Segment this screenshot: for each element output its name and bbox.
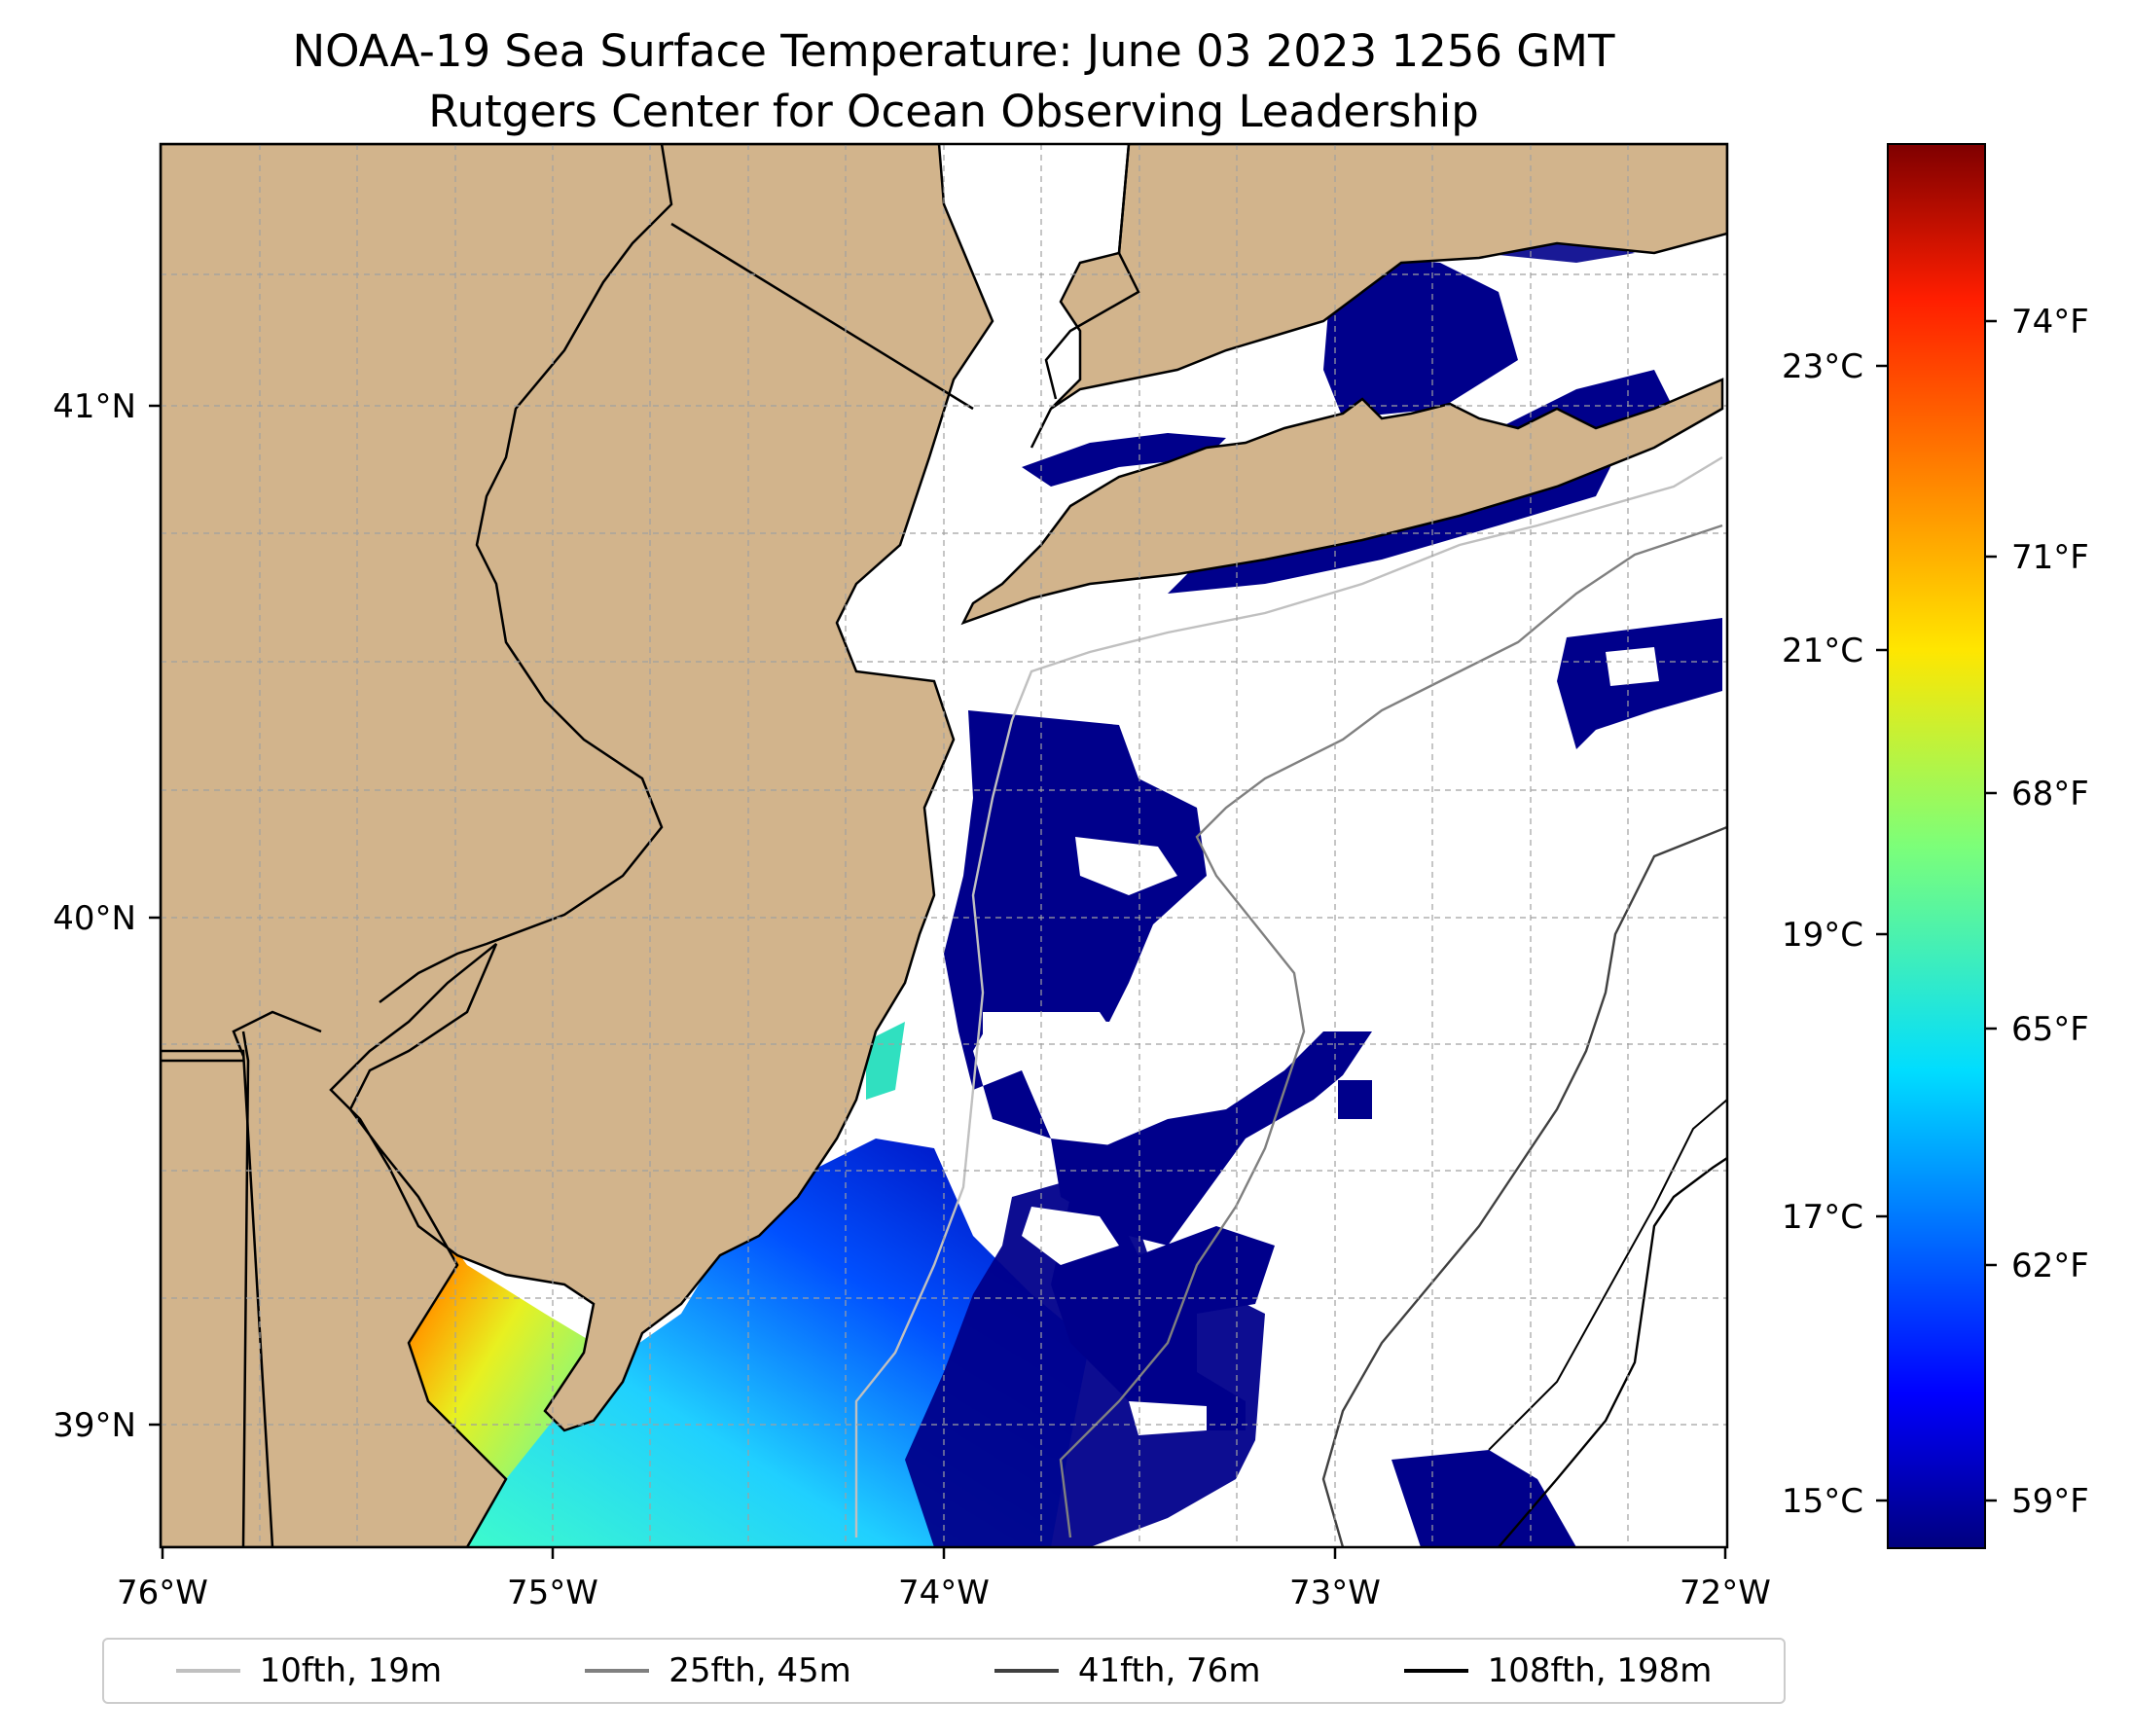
lat-tick-labels: 41°N 40°N 39°N xyxy=(53,387,136,1445)
axis-ticks xyxy=(149,404,1727,1559)
legend-swatch-108fth xyxy=(1403,1669,1468,1673)
lat-tick-39n: 39°N xyxy=(53,1406,136,1445)
contour-legend: 10fth, 19m 25fth, 45m 41fth, 76m 108fth,… xyxy=(102,1638,1786,1704)
cbar-f-59: 59°F xyxy=(2011,1482,2089,1521)
cbar-f-71: 71°F xyxy=(2011,538,2089,577)
legend-item-25fth: 25fth, 45m xyxy=(585,1651,851,1690)
lon-tick-74w: 74°W xyxy=(898,1573,990,1612)
legend-item-10fth: 10fth, 19m xyxy=(175,1651,443,1690)
contour-10fth xyxy=(854,455,1723,1537)
legend-swatch-10fth xyxy=(175,1669,240,1673)
cbar-f-74: 74°F xyxy=(2011,303,2089,342)
cbar-f-68: 68°F xyxy=(2011,775,2089,814)
no-data-patches xyxy=(983,647,1659,1435)
cbar-c-15: 15°C xyxy=(1782,1482,1863,1521)
legend-label-108fth: 108fth, 198m xyxy=(1487,1651,1713,1690)
state-borders xyxy=(161,144,1140,1547)
map-area xyxy=(159,142,1729,1549)
lat-tick-41n: 41°N xyxy=(53,387,136,426)
cbar-c-19: 19°C xyxy=(1782,916,1863,955)
lon-tick-labels: 76°W 75°W 74°W 73°W 72°W xyxy=(117,1573,1771,1612)
colorbar: 23°C 21°C 19°C 17°C 15°C 74°F 71°F 68°F … xyxy=(1782,143,2089,1549)
legend-label-41fth: 41fth, 76m xyxy=(1077,1651,1261,1690)
lon-tick-73w: 73°W xyxy=(1289,1573,1381,1612)
legend-swatch-41fth xyxy=(994,1669,1059,1673)
lon-tick-75w: 75°W xyxy=(507,1573,598,1612)
legend-swatch-25fth xyxy=(585,1669,650,1673)
title-line-2: Rutgers Center for Ocean Observing Leade… xyxy=(428,86,1479,137)
legend-label-10fth: 10fth, 19m xyxy=(259,1651,443,1690)
title-line-1: NOAA-19 Sea Surface Temperature: June 03… xyxy=(292,25,1615,77)
land xyxy=(161,144,1727,1547)
contour-25fth xyxy=(1059,524,1723,1538)
lat-tick-40n: 40°N xyxy=(53,899,136,938)
cbar-f-65: 65°F xyxy=(2011,1010,2089,1049)
lon-tick-76w: 76°W xyxy=(117,1573,208,1612)
legend-item-41fth: 41fth, 76m xyxy=(994,1651,1261,1690)
cbar-c-23: 23°C xyxy=(1782,347,1863,386)
colorbar-gradient xyxy=(1887,143,1986,1549)
bathymetry-contours xyxy=(854,455,1727,1547)
lon-tick-72w: 72°W xyxy=(1680,1573,1771,1612)
contour-108fth xyxy=(1498,1157,1727,1547)
legend-label-25fth: 25fth, 45m xyxy=(669,1651,851,1690)
gridlines xyxy=(161,144,1727,1547)
contour-41fth xyxy=(1321,825,1727,1547)
legend-item-108fth: 108fth, 198m xyxy=(1403,1651,1713,1690)
chart-title: NOAA-19 Sea Surface Temperature: June 03… xyxy=(0,21,1907,142)
cbar-f-62: 62°F xyxy=(2011,1247,2089,1285)
cbar-c-21: 21°C xyxy=(1782,632,1863,670)
cbar-c-17: 17°C xyxy=(1782,1198,1863,1237)
